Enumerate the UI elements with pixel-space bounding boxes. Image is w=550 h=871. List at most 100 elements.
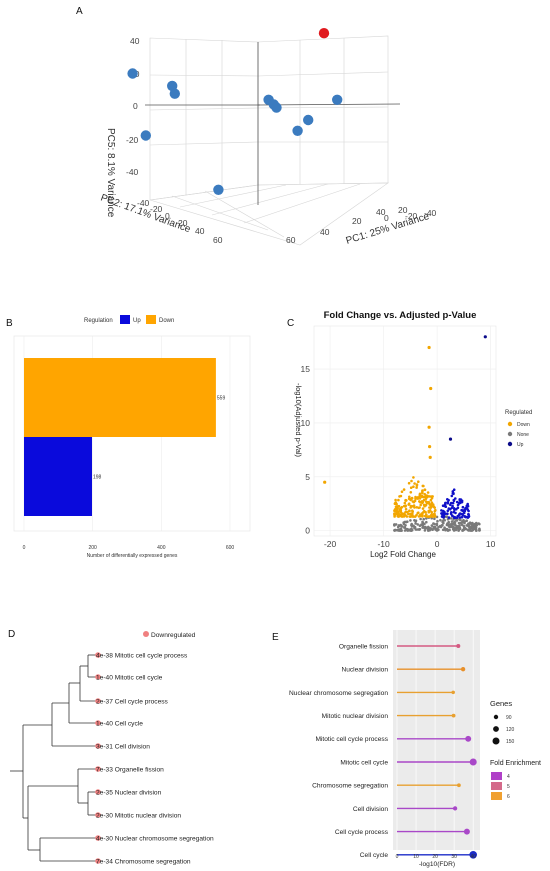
volcano-point-up — [467, 512, 470, 516]
volcano-plot: C Fold Change vs. Adjusted p-Value -20 -1… — [287, 310, 532, 559]
pca-rtick: -40 — [424, 208, 437, 218]
volcano-point-down — [428, 455, 432, 459]
volcano-point-none — [416, 523, 420, 526]
volcano-point-up — [449, 503, 452, 507]
volcano-y-tick: 0 — [305, 526, 310, 536]
enrichment-lollipop: E Organelle fission Nuclear division Nucle… — [272, 630, 541, 868]
volcano-point-none — [448, 525, 451, 529]
bar-legend-label-up: Up — [133, 318, 141, 324]
pca-rtick: 20 — [398, 205, 408, 215]
volcano-point-up — [467, 509, 470, 513]
volcano-point-none — [470, 529, 474, 532]
volcano-point-down — [432, 505, 436, 509]
volcano-point-down — [407, 503, 411, 506]
volcano-point-down — [415, 484, 419, 487]
volcano-point-up — [446, 501, 450, 505]
volcano-point-down — [427, 425, 431, 429]
dendrogram-leaf-label: 1e-40 Cell cycle — [96, 720, 143, 727]
pca-btick: 40 — [320, 227, 330, 237]
lollipop-head — [451, 713, 456, 718]
volcano-point-none — [425, 520, 428, 524]
volcano-point-down — [423, 492, 427, 496]
volcano-point-none — [461, 521, 464, 524]
volcano-point-none — [449, 517, 453, 520]
bar-legend-title: Regulation — [84, 318, 113, 324]
dendrogram-leaf-label: 1e-40 Mitotic cell cycle — [96, 674, 163, 681]
volcano-point-down — [417, 511, 420, 514]
volcano-point-down — [398, 495, 401, 498]
deg-bar-chart: B Regulation Up Down 559 198 0 200 400 600 N… — [6, 315, 251, 559]
pca-ltick: -20 — [150, 204, 163, 214]
bar-value-label: 559 — [217, 396, 226, 402]
go-dendrogram: D Downregulated — [8, 629, 214, 865]
volcano-point-up — [443, 504, 446, 508]
volcano-point-none — [445, 515, 449, 518]
volcano-point-down — [421, 507, 425, 510]
volcano-legend-label-down: Down — [517, 422, 530, 428]
panel-label-b: B — [6, 318, 13, 329]
volcano-legend-label-none: None — [517, 432, 529, 438]
volcano-point-none — [454, 527, 457, 530]
volcano-point-down — [429, 386, 433, 391]
volcano-x-axis-label: Log2 Fold Change — [370, 550, 436, 559]
dendrogram-leaf-label: 2e-37 Cell cycle process — [96, 698, 169, 705]
volcano-point-down — [424, 504, 428, 507]
pca-point — [332, 94, 343, 106]
volcano-x-tick: 0 — [435, 539, 440, 549]
volcano-point-none — [442, 518, 446, 521]
volcano-point-up — [458, 512, 462, 515]
volcano-point-down — [418, 497, 422, 500]
volcano-point-down — [425, 501, 429, 505]
pca-grid — [145, 35, 401, 246]
lollipop-rows: Organelle fission Nuclear division Nuclear… — [289, 643, 478, 859]
pca-rtick: 0 — [384, 213, 389, 223]
pca-point — [271, 102, 282, 113]
volcano-point-up — [466, 504, 470, 508]
volcano-point-down — [396, 507, 399, 510]
volcano-point-up — [450, 511, 453, 514]
lollipop-category-label: Chromosome segregation — [312, 783, 388, 790]
lollipop-head — [465, 735, 472, 742]
bar-legend: Regulation Up Down — [84, 315, 174, 324]
volcano-point-down — [397, 504, 401, 508]
lollipop-head — [469, 851, 478, 859]
color-legend-swatch — [491, 792, 502, 800]
volcano-gridlines — [314, 326, 496, 536]
volcano-point-down — [400, 505, 404, 509]
volcano-point-none — [463, 521, 466, 525]
volcano-y-tick: 15 — [301, 364, 311, 374]
pca-ltick: 40 — [195, 226, 205, 236]
lollipop-category-label: Mitotic nuclear division — [322, 713, 389, 720]
volcano-point-down — [402, 488, 406, 491]
volcano-point-none — [406, 529, 409, 532]
volcano-point-down — [400, 512, 404, 515]
lollipop-x-axis-label: -log10(FDR) — [419, 861, 455, 868]
volcano-point-down — [415, 486, 418, 489]
lollipop-head — [457, 783, 461, 788]
dendrogram-leaves: 4e-38 Mitotic cell cycle process 1e-40 Mi… — [95, 652, 214, 865]
lollipop-x-tick: 30 — [451, 854, 457, 860]
volcano-point-up — [452, 499, 456, 503]
pca-vertical-axis-label: PC5: 8.1% Variance — [105, 128, 116, 218]
volcano-point-down — [397, 498, 400, 502]
lollipop-category-label: Cell division — [353, 806, 389, 813]
pca-vtick: -40 — [126, 167, 139, 177]
volcano-point-up — [450, 494, 454, 498]
volcano-point-down — [402, 515, 406, 518]
volcano-point-down — [420, 500, 424, 503]
volcano-point-down — [394, 501, 398, 504]
dendrogram-leaf-dot — [95, 766, 101, 772]
volcano-point-down — [421, 484, 425, 488]
volcano-point-none — [393, 524, 396, 527]
pca-point — [318, 28, 330, 39]
bar-x-tick: 400 — [157, 545, 166, 551]
volcano-point-none — [446, 529, 450, 532]
volcano-point-down — [409, 491, 413, 494]
volcano-point-down — [428, 506, 431, 509]
volcano-point-down — [412, 500, 416, 504]
volcano-point-down — [417, 506, 421, 510]
volcano-point-down — [419, 503, 423, 507]
volcano-point-none — [478, 528, 481, 532]
volcano-point-none — [414, 519, 418, 522]
bar-value-label: 198 — [93, 475, 102, 481]
